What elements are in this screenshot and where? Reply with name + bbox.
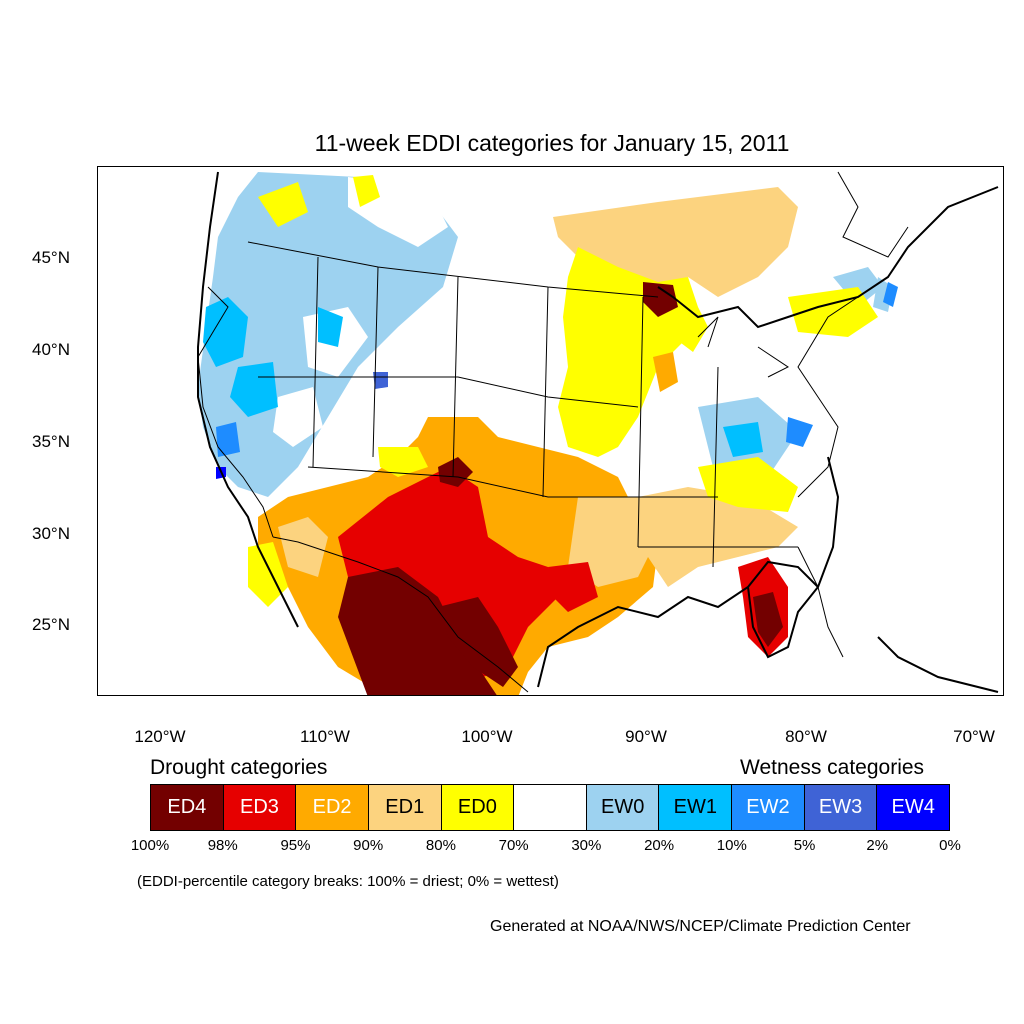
legend-category-ed2: ED2: [296, 785, 369, 830]
legend-category-ed1: ED1: [368, 785, 442, 830]
legend-break-label: 5%: [793, 837, 816, 854]
lon-label-90: 90°W: [625, 727, 667, 746]
drought-region-south: [248, 417, 798, 695]
legend-break-label: 80%: [425, 837, 456, 854]
drought-heading: Drought categories: [150, 756, 328, 779]
legend-bar: ED4 ED3 ED2 ED1 ED0 EW0 EW1 EW2 EW3 EW4: [150, 784, 950, 831]
legend-category-ew0: EW0: [586, 785, 660, 830]
legend-category-ed0: ED0: [441, 785, 515, 830]
legend-category-normal: [514, 785, 587, 830]
legend-break-label: 20%: [644, 837, 675, 854]
legend-break-label: 95%: [280, 837, 311, 854]
wetness-region-northwest: [198, 172, 898, 497]
legend-break-label: 0%: [939, 837, 961, 854]
legend-category-ew2: EW2: [732, 785, 805, 830]
lon-label-70: 70°W: [953, 727, 995, 746]
legend-category-ed4: ED4: [151, 785, 224, 830]
legend-break-label: 98%: [207, 837, 238, 854]
legend-break-label: 2%: [866, 837, 889, 854]
lat-label-40: 40°N: [32, 340, 70, 359]
legend-category-ed3: ED3: [223, 785, 297, 830]
lon-label-80: 80°W: [785, 727, 827, 746]
lat-label-30: 30°N: [32, 524, 70, 543]
lon-label-100: 100°W: [461, 727, 513, 746]
boundaries: [197, 171, 909, 693]
category-note: (EDDI-percentile category breaks: 100% =…: [137, 873, 559, 890]
lat-label-35: 35°N: [32, 432, 70, 451]
legend-break-label: 30%: [571, 837, 602, 854]
map-canvas: [197, 171, 999, 695]
drought-region-great-lakes: [553, 187, 878, 457]
map-title: 11-week EDDI categories for January 15, …: [314, 130, 790, 156]
legend-break-label: 10%: [716, 837, 747, 854]
legend-category-ew1: EW1: [659, 785, 733, 830]
wetness-heading: Wetness categories: [740, 756, 925, 779]
credit-line: Generated at NOAA/NWS/NCEP/Climate Predi…: [490, 918, 911, 935]
legend-category-ew4: EW4: [877, 785, 950, 830]
legend-break-label: 100%: [130, 837, 170, 854]
eddi-map: [97, 166, 1004, 696]
legend-category-ew3: EW3: [804, 785, 878, 830]
lat-label-25: 25°N: [32, 615, 70, 634]
legend-break-label: 70%: [498, 837, 529, 854]
lon-label-110: 110°W: [300, 727, 350, 746]
lat-label-45: 45°N: [32, 248, 70, 267]
legend-break-label: 90%: [353, 837, 384, 854]
lon-label-120: 120°W: [134, 727, 186, 746]
coastlines: [197, 171, 999, 693]
